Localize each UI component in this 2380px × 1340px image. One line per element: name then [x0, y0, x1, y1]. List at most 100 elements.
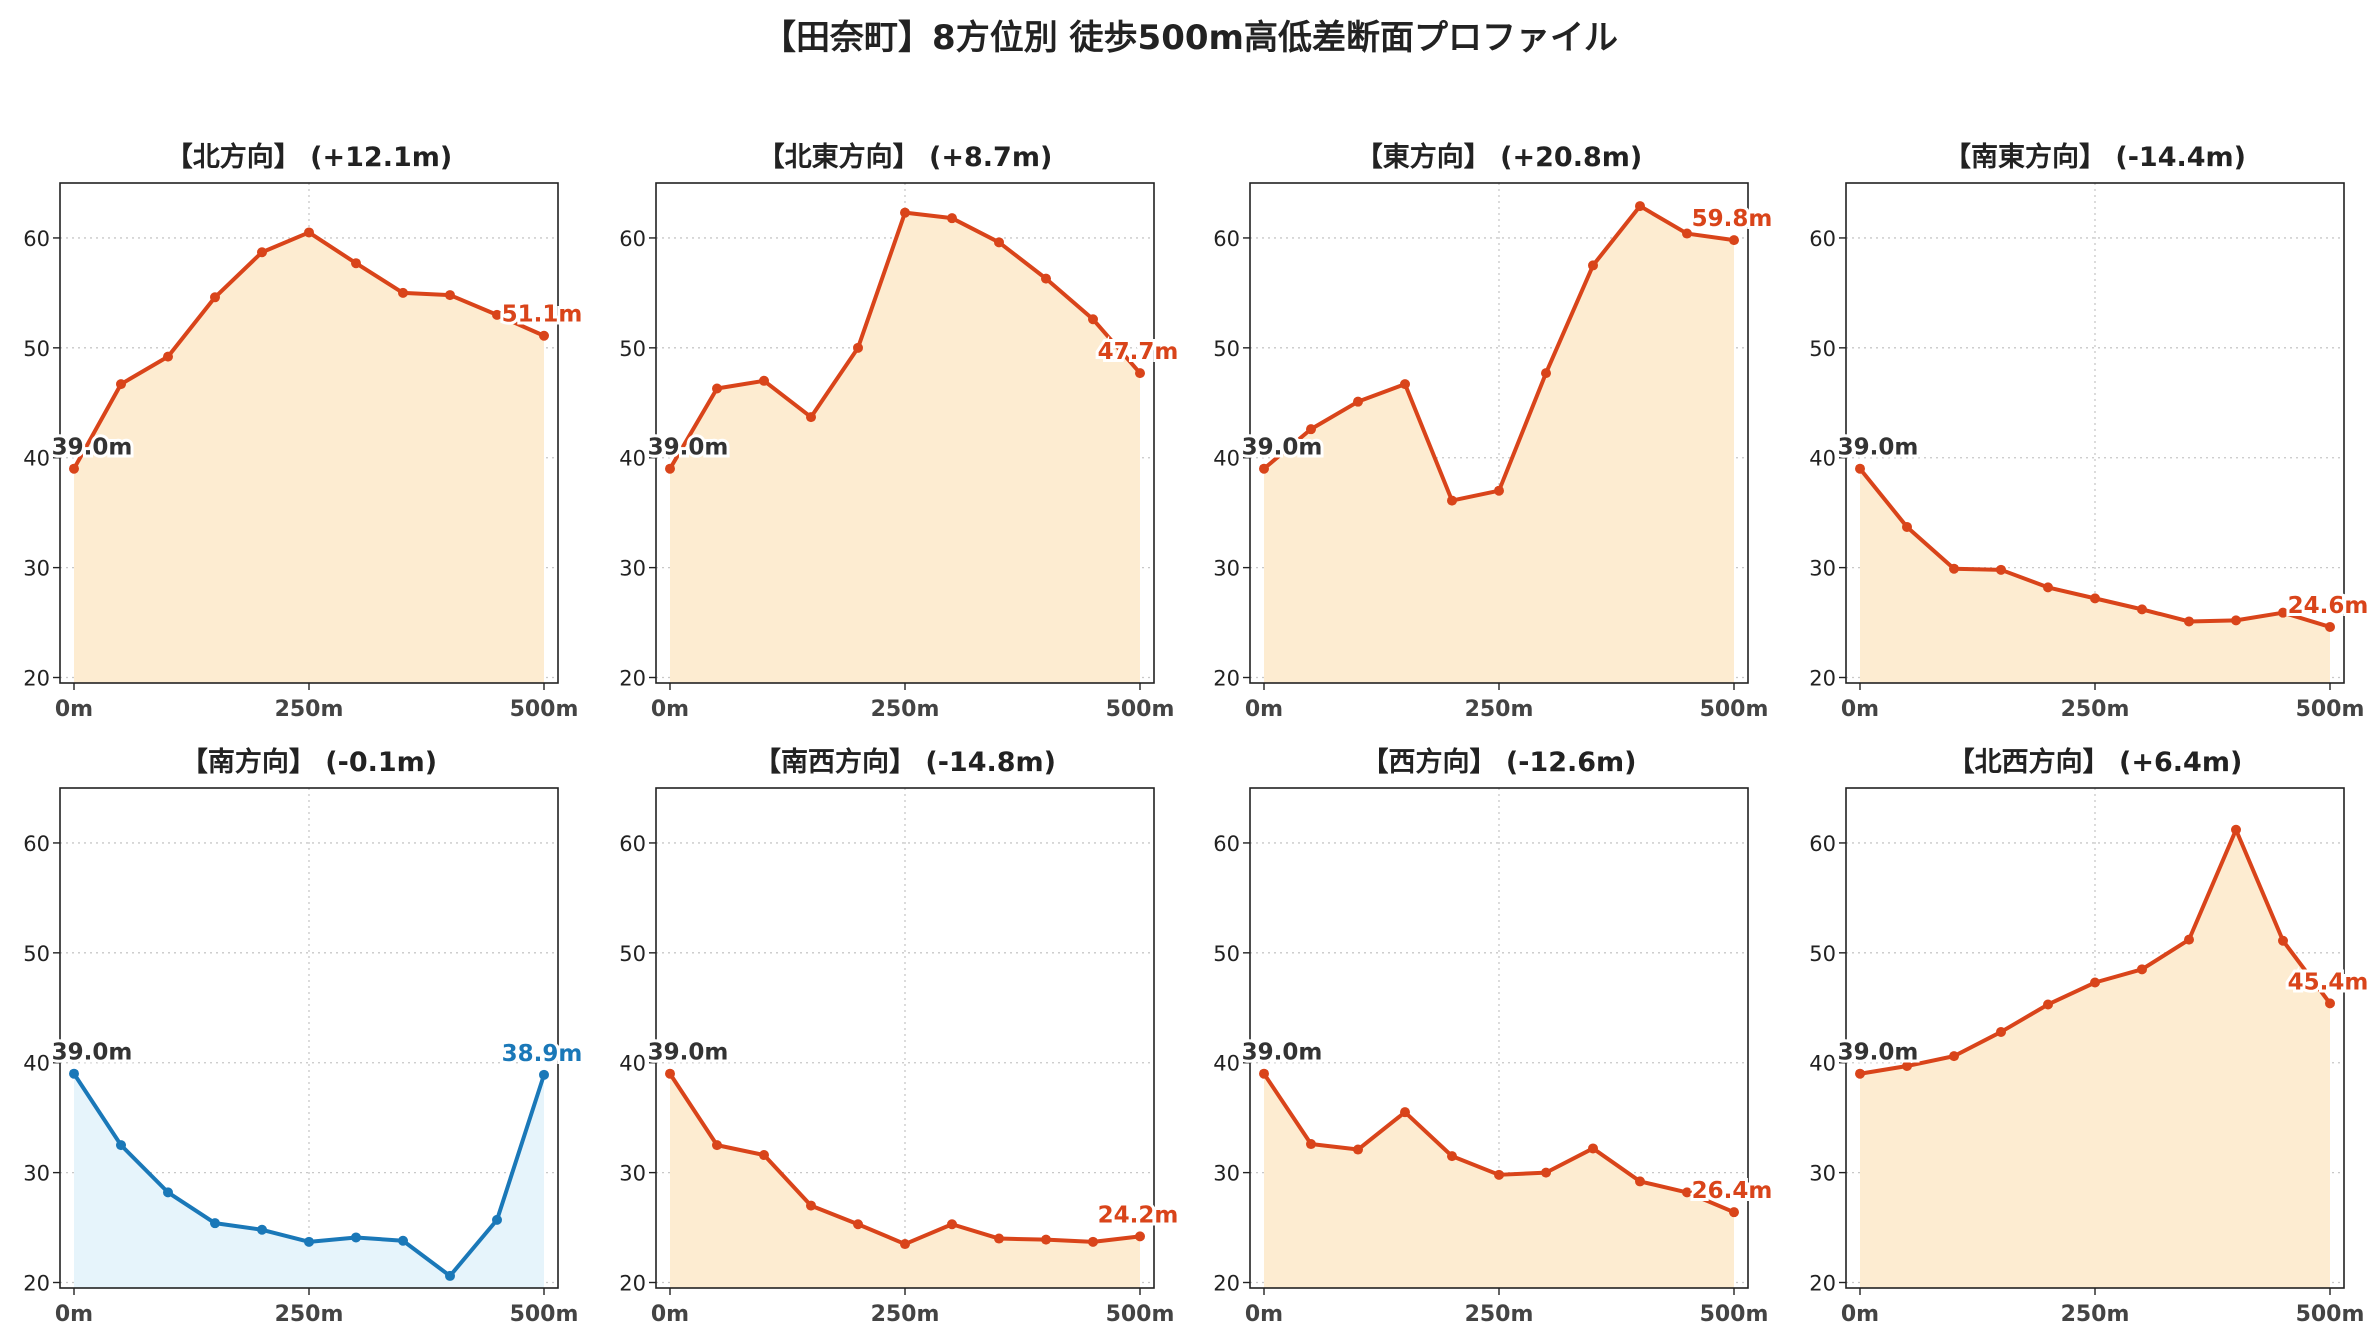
y-tick-label: 50 [619, 942, 646, 966]
data-point [1447, 1151, 1457, 1162]
data-point [1588, 260, 1598, 271]
chart-title: 【西方向】 (-12.6m) [1361, 746, 1636, 778]
start-value-label: 39.0m [648, 1040, 729, 1066]
data-point [398, 1235, 408, 1246]
start-value-label: 39.0m [52, 435, 133, 461]
data-point [1259, 463, 1269, 474]
chart-panel: 【北西方向】 (+6.4m) 20 30 40 50 60 0m 250m 500m 39.0m 4… [1809, 746, 2371, 1327]
y-tick-label: 20 [1809, 1272, 1836, 1296]
data-point [1259, 1068, 1269, 1079]
data-point [1949, 563, 1959, 574]
start-value-label: 39.0m [1838, 1040, 1919, 1066]
start-value-label: 39.0m [1242, 435, 1323, 461]
data-point [712, 383, 722, 394]
x-tick-label: 500m [1106, 697, 1175, 722]
data-point [2137, 604, 2147, 615]
data-point [1041, 273, 1051, 284]
data-point [2090, 977, 2100, 988]
y-tick-label: 50 [1809, 337, 1836, 361]
data-point [900, 207, 910, 218]
y-tick-label: 60 [1809, 227, 1836, 251]
data-point [445, 1270, 455, 1281]
end-value-label: 47.7m [1098, 339, 1179, 365]
data-point [1400, 1107, 1410, 1118]
y-tick-label: 50 [619, 337, 646, 361]
y-tick-label: 50 [23, 942, 50, 966]
data-point [712, 1140, 722, 1151]
y-tick-label: 50 [1809, 942, 1836, 966]
chart-panel: 【北東方向】 (+8.7m) 20 30 40 50 60 0m 250m 500m 39.0m 4… [619, 141, 1181, 722]
data-point [2090, 593, 2100, 604]
y-tick-label: 50 [23, 337, 50, 361]
x-tick-label: 0m [1245, 697, 1283, 722]
data-point [257, 1224, 267, 1235]
x-tick-label: 250m [1465, 1302, 1534, 1327]
start-value-label: 39.0m [52, 1040, 133, 1066]
y-tick-label: 30 [1809, 557, 1836, 581]
data-point [2231, 615, 2241, 626]
data-point [539, 1069, 549, 1080]
x-tick-label: 500m [510, 697, 579, 722]
page-title: 【田奈町】8方位別 徒歩500m高低差断面プロファイル [762, 18, 1618, 58]
y-tick-label: 40 [23, 447, 50, 471]
data-point [947, 1219, 957, 1230]
data-point [994, 237, 1004, 248]
data-point [853, 342, 863, 353]
x-tick-label: 0m [1841, 1302, 1879, 1327]
y-tick-label: 20 [1213, 1272, 1240, 1296]
series-area [670, 212, 1140, 683]
y-tick-label: 30 [619, 557, 646, 581]
y-tick-label: 20 [619, 667, 646, 691]
y-tick-label: 60 [619, 832, 646, 856]
data-point [1494, 485, 1504, 496]
data-point [2278, 607, 2288, 618]
chart-panel: 【西方向】 (-12.6m) 20 30 40 50 60 0m 250m 500m 39.0m 2… [1213, 746, 1775, 1327]
data-point [2184, 934, 2194, 945]
data-point [1996, 1026, 2006, 1037]
data-point [69, 1068, 79, 1079]
chart-panel: 【南方向】 (-0.1m) 20 30 40 50 60 0m 250m 500m 39.0m 38… [23, 746, 585, 1327]
end-value-label: 51.1m [502, 302, 583, 328]
data-point [1855, 1068, 1865, 1079]
y-tick-label: 20 [23, 667, 50, 691]
x-tick-label: 250m [2061, 1302, 2130, 1327]
y-tick-label: 30 [1809, 1162, 1836, 1186]
y-tick-label: 40 [23, 1052, 50, 1076]
y-tick-label: 60 [1213, 227, 1240, 251]
data-point [539, 330, 549, 341]
data-point [2137, 964, 2147, 975]
chart-panel: 【南西方向】 (-14.8m) 20 30 40 50 60 0m 250m 500m 39.0m… [619, 746, 1181, 1327]
data-point [1494, 1169, 1504, 1180]
data-point [1902, 521, 1912, 532]
y-tick-label: 40 [1809, 447, 1836, 471]
data-point [304, 227, 314, 238]
data-point [1729, 235, 1739, 246]
y-tick-label: 60 [23, 227, 50, 251]
data-point [1541, 368, 1551, 379]
data-point [1682, 1187, 1692, 1198]
series-area [670, 1073, 1140, 1288]
chart-title: 【東方向】 (+20.8m) [1356, 141, 1642, 173]
data-point [69, 463, 79, 474]
x-tick-label: 250m [871, 697, 940, 722]
data-point [759, 375, 769, 386]
series-area [1264, 1073, 1734, 1288]
x-tick-label: 500m [1106, 1302, 1175, 1327]
data-point [351, 1232, 361, 1243]
data-point [492, 1214, 502, 1225]
y-tick-label: 20 [23, 1272, 50, 1296]
x-tick-label: 0m [651, 1302, 689, 1327]
data-point [1306, 424, 1316, 435]
y-tick-label: 30 [1213, 1162, 1240, 1186]
data-point [806, 1200, 816, 1211]
data-point [1855, 463, 1865, 474]
start-value-label: 39.0m [1242, 1040, 1323, 1066]
data-point [2043, 999, 2053, 1010]
x-tick-label: 250m [275, 1302, 344, 1327]
data-point [257, 247, 267, 258]
end-value-label: 24.6m [2288, 593, 2369, 619]
data-point [163, 1187, 173, 1198]
y-tick-label: 60 [23, 832, 50, 856]
end-value-label: 26.4m [1692, 1178, 1773, 1204]
